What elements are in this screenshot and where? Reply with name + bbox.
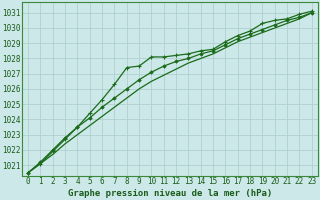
X-axis label: Graphe pression niveau de la mer (hPa): Graphe pression niveau de la mer (hPa) [68,189,272,198]
